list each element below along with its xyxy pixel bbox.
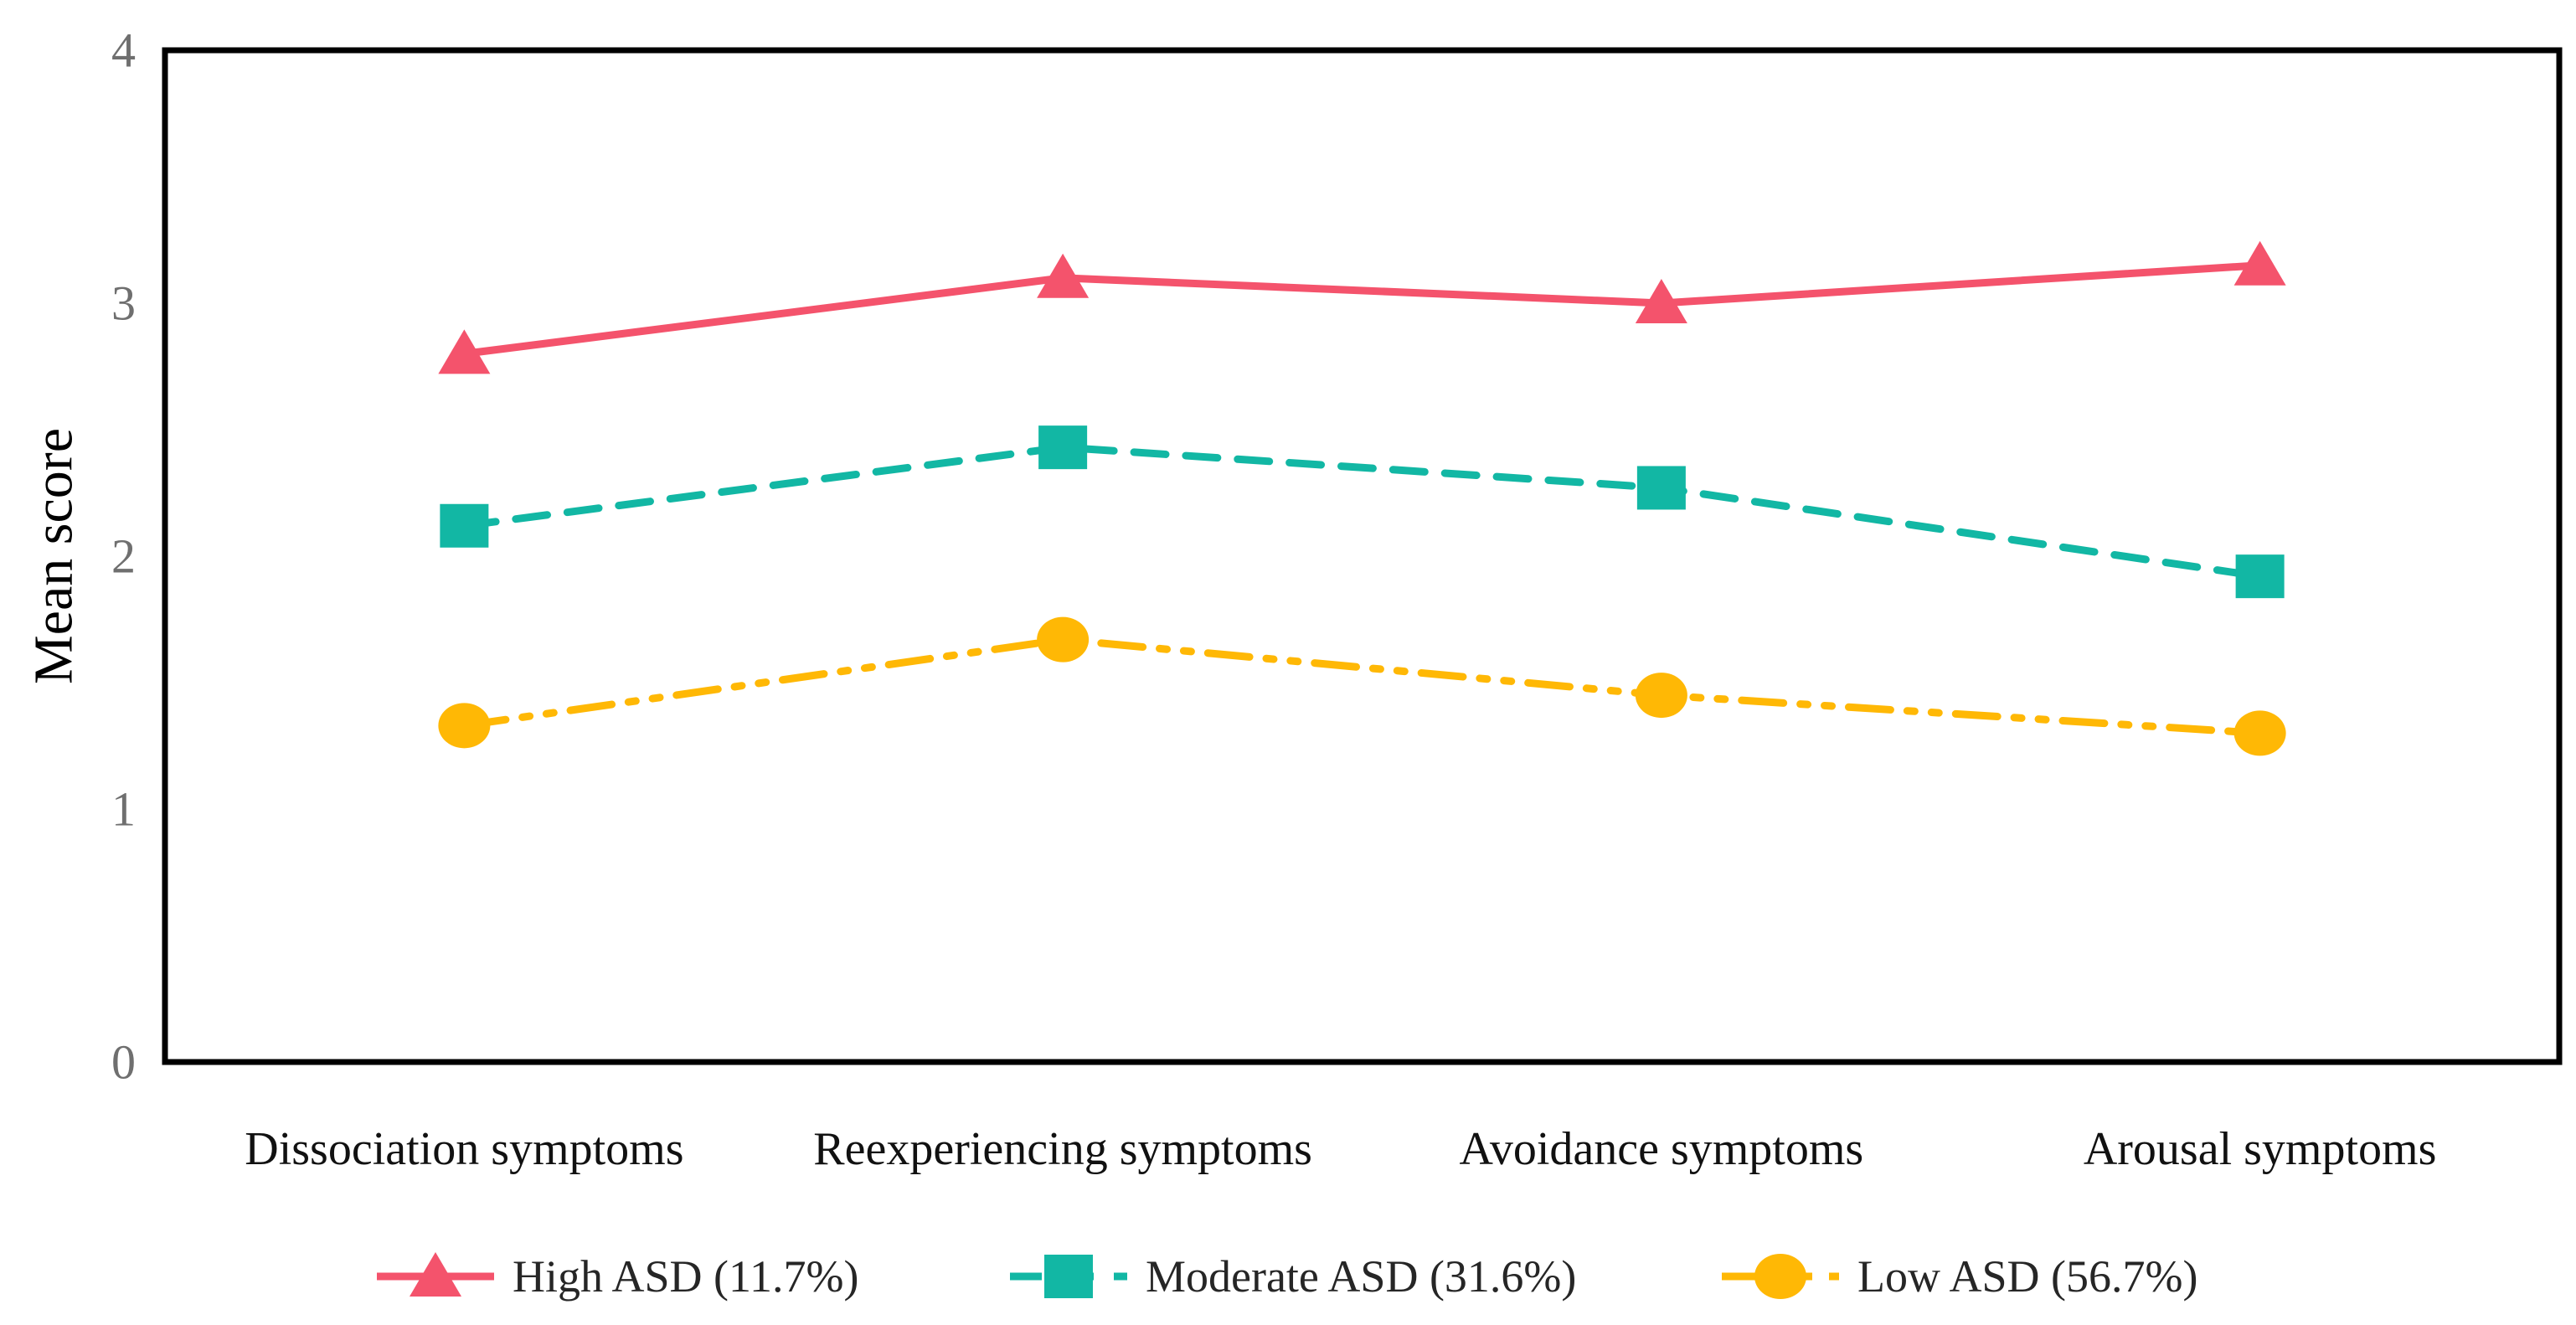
x-axis-category-labels: Dissociation symptoms Reexperiencing symp…	[245, 1123, 2436, 1175]
data-point-marker-circle	[1754, 1254, 1806, 1299]
series-line-solid	[460, 261, 2264, 358]
data-point-marker-square	[1044, 1255, 1093, 1298]
y-axis-title: Mean score	[23, 428, 85, 684]
legend-item-moderate-asd-31-6: Moderate ASD (31.6%)	[1010, 1251, 1576, 1302]
data-point-marker-triangle	[1037, 253, 1090, 298]
data-point-marker-square	[440, 503, 489, 548]
x-category-label: Dissociation symptoms	[245, 1123, 683, 1175]
series-low-asd-56-7	[438, 616, 2286, 756]
y-tick-label: 0	[111, 1035, 136, 1090]
y-tick-label: 4	[111, 23, 136, 78]
x-category-label: Avoidance symptoms	[1460, 1123, 1864, 1175]
legend-label: High ASD (11.7%)	[513, 1251, 859, 1302]
data-point-marker-triangle	[438, 329, 491, 374]
legend-item-low-asd-56-7: Low ASD (56.7%)	[1722, 1251, 2197, 1302]
y-tick-label: 3	[111, 276, 136, 331]
data-point-marker-square	[2235, 554, 2285, 599]
plot-frame	[162, 47, 2563, 1065]
series-line-dashed	[460, 443, 2264, 580]
x-category-label: Reexperiencing symptoms	[813, 1123, 1312, 1175]
series-high-asd-11-7	[438, 240, 2286, 374]
data-point-marker-square	[1636, 466, 1686, 510]
x-category-label: Arousal symptoms	[2084, 1123, 2437, 1175]
data-point-marker-triangle	[1635, 279, 1687, 323]
data-point-marker-square	[1038, 425, 1088, 470]
y-axis-tick-labels: 0 1 2 3 4	[111, 23, 136, 1090]
legend-label: Moderate ASD (31.6%)	[1146, 1251, 1576, 1302]
data-point-marker-triangle	[2233, 240, 2286, 286]
data-point-marker-circle	[2233, 710, 2286, 756]
y-tick-label: 2	[111, 529, 136, 584]
data-point-marker-triangle	[410, 1252, 461, 1297]
data-point-marker-circle	[1037, 616, 1090, 662]
series-moderate-asd-31-6	[440, 425, 2285, 599]
y-tick-label: 1	[111, 782, 136, 837]
legend: High ASD (11.7%) Moderate ASD (31.6%) Low …	[377, 1251, 2197, 1302]
series-line-dash-dot-dot	[460, 636, 2264, 737]
data-point-marker-circle	[1635, 673, 1687, 719]
data-point-marker-circle	[438, 703, 491, 749]
legend-label: Low ASD (56.7%)	[1857, 1251, 2197, 1302]
legend-item-high-asd-11-7: High ASD (11.7%)	[377, 1251, 859, 1302]
